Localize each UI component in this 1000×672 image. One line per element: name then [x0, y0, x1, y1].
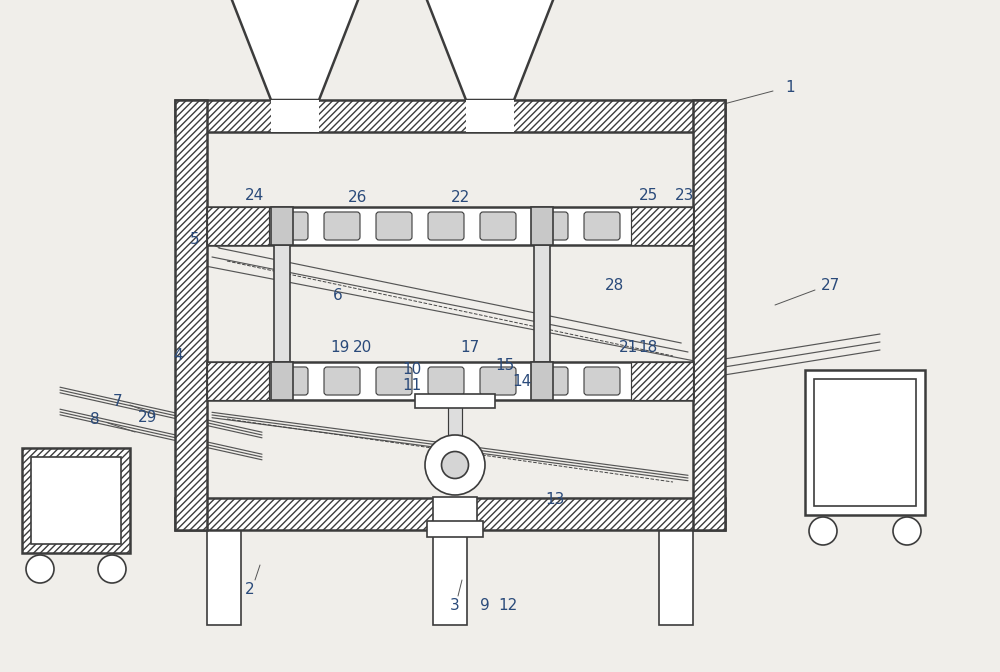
FancyBboxPatch shape — [428, 212, 464, 240]
Bar — [805, 370, 925, 515]
Circle shape — [425, 435, 485, 495]
Bar — [274, 245, 290, 362]
Circle shape — [26, 555, 54, 583]
Text: 18: 18 — [638, 339, 658, 355]
Text: 28: 28 — [605, 278, 625, 292]
FancyBboxPatch shape — [324, 212, 360, 240]
Polygon shape — [425, 0, 555, 100]
Text: 4: 4 — [173, 349, 183, 364]
Bar — [693, 100, 725, 530]
Bar — [175, 498, 725, 530]
FancyBboxPatch shape — [480, 212, 516, 240]
Text: 2: 2 — [245, 583, 255, 597]
Bar — [271, 207, 293, 245]
FancyBboxPatch shape — [480, 367, 516, 395]
Circle shape — [98, 555, 126, 583]
Bar — [466, 100, 514, 132]
Text: 26: 26 — [348, 190, 368, 204]
FancyBboxPatch shape — [272, 367, 308, 395]
Text: 22: 22 — [450, 190, 470, 204]
Text: 21: 21 — [618, 339, 638, 355]
Bar — [448, 400, 462, 435]
Circle shape — [893, 517, 921, 545]
Bar — [31, 457, 121, 544]
Bar — [175, 100, 725, 132]
Text: 20: 20 — [352, 339, 372, 355]
Polygon shape — [230, 0, 360, 100]
Bar — [271, 100, 319, 132]
Text: 5: 5 — [190, 233, 200, 247]
Text: 23: 23 — [675, 187, 695, 202]
Text: 7: 7 — [113, 394, 123, 409]
FancyBboxPatch shape — [376, 212, 412, 240]
Bar — [207, 132, 693, 498]
Bar — [207, 362, 693, 400]
Text: 24: 24 — [245, 187, 265, 202]
Text: 1: 1 — [785, 81, 795, 95]
Text: 11: 11 — [402, 378, 422, 392]
FancyBboxPatch shape — [532, 212, 568, 240]
FancyBboxPatch shape — [584, 367, 620, 395]
Text: 12: 12 — [498, 597, 518, 612]
Bar — [427, 521, 483, 537]
Bar — [631, 362, 693, 400]
Text: 27: 27 — [820, 278, 840, 292]
Text: 15: 15 — [495, 358, 515, 374]
Bar — [22, 448, 130, 553]
Bar — [207, 207, 693, 245]
Bar — [271, 362, 293, 400]
Circle shape — [809, 517, 837, 545]
FancyBboxPatch shape — [428, 367, 464, 395]
Text: 29: 29 — [138, 411, 158, 425]
Text: 17: 17 — [460, 339, 480, 355]
Bar — [433, 497, 477, 525]
Bar — [534, 245, 550, 362]
FancyBboxPatch shape — [324, 367, 360, 395]
Bar — [659, 530, 693, 625]
Text: 13: 13 — [545, 493, 565, 507]
FancyBboxPatch shape — [272, 212, 308, 240]
Text: 14: 14 — [512, 374, 532, 390]
Circle shape — [442, 452, 468, 478]
Text: 19: 19 — [330, 339, 350, 355]
Text: 3: 3 — [450, 597, 460, 612]
Bar — [207, 207, 269, 245]
Text: 9: 9 — [480, 597, 490, 612]
Text: 10: 10 — [402, 362, 422, 378]
Bar — [175, 100, 207, 530]
Text: 25: 25 — [638, 187, 658, 202]
Bar — [207, 530, 241, 625]
Bar — [531, 207, 553, 245]
FancyBboxPatch shape — [376, 367, 412, 395]
Bar — [415, 394, 495, 408]
Bar — [433, 530, 467, 625]
Bar — [531, 362, 553, 400]
Text: 8: 8 — [90, 413, 100, 427]
FancyBboxPatch shape — [532, 367, 568, 395]
Bar — [207, 362, 269, 400]
Text: 6: 6 — [333, 288, 343, 302]
Bar — [631, 207, 693, 245]
Bar — [814, 379, 916, 506]
FancyBboxPatch shape — [584, 212, 620, 240]
